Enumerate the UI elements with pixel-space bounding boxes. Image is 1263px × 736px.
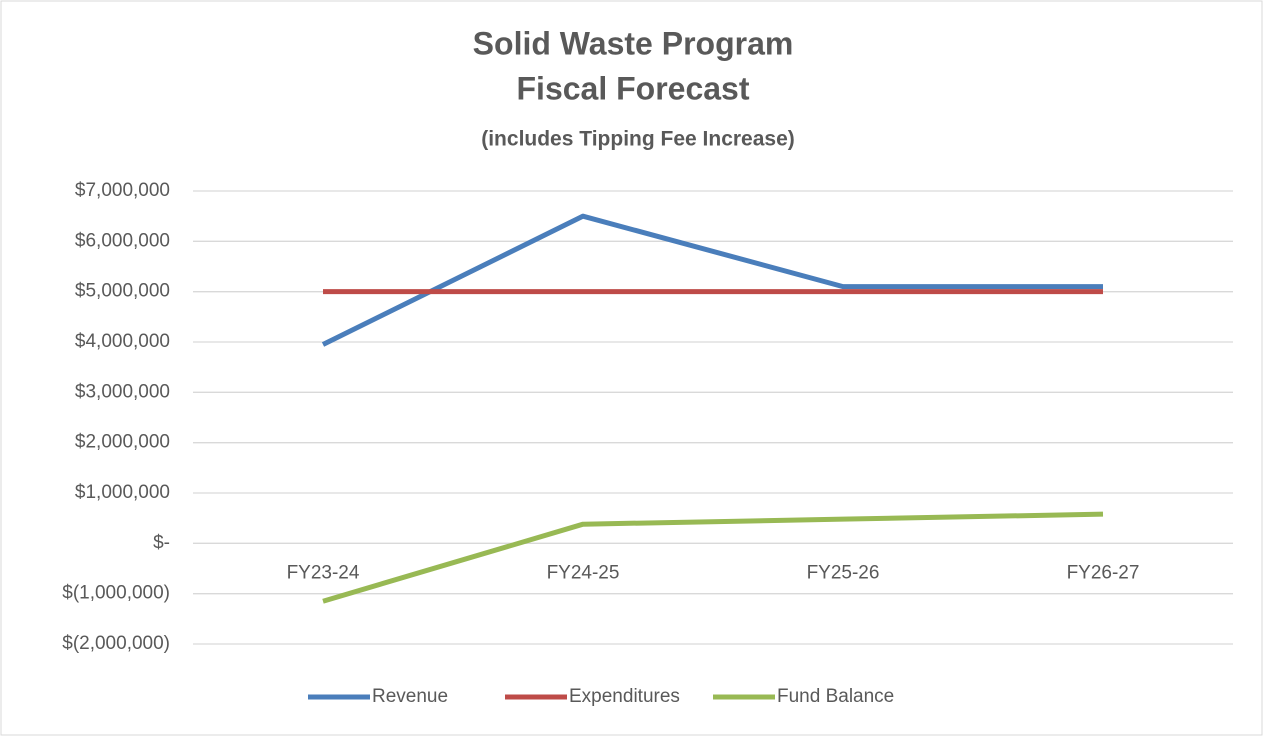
chart-subtitle: (includes Tipping Fee Increase) (481, 128, 795, 151)
legend-label: Fund Balance (777, 686, 894, 707)
data-line (321, 213, 1103, 347)
y-tick-label: $(2,000,000) (62, 633, 170, 654)
x-tick-label: FY24-25 (547, 562, 620, 583)
y-tick-label: $7,000,000 (75, 180, 170, 201)
y-tick-label: $3,000,000 (75, 381, 170, 402)
legend-label: Revenue (372, 686, 448, 707)
chart-title: Fiscal Forecast (517, 70, 750, 106)
y-tick-label: $- (153, 532, 170, 553)
legend-label: Expenditures (569, 686, 680, 707)
x-tick-label: FY25-26 (807, 562, 880, 583)
chart-title: Solid Waste Program (473, 25, 794, 61)
y-tick-label: $1,000,000 (75, 482, 170, 503)
y-tick-label: $5,000,000 (75, 281, 170, 302)
data-line (322, 511, 1104, 604)
y-tick-label: $(1,000,000) (62, 583, 170, 604)
y-tick-label: $2,000,000 (75, 432, 170, 453)
y-tick-label: $6,000,000 (75, 230, 170, 251)
x-tick-label: FY26-27 (1067, 562, 1140, 583)
x-tick-label: FY23-24 (287, 562, 360, 583)
y-tick-label: $4,000,000 (75, 331, 170, 352)
